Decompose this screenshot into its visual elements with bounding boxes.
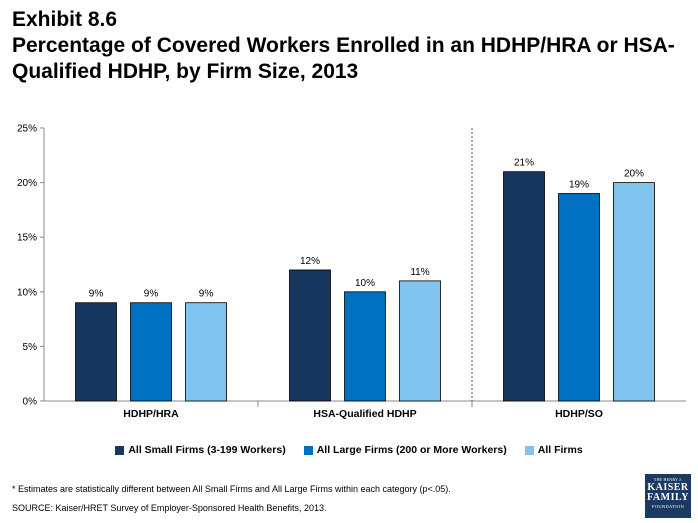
exhibit-label: Exhibit 8.6 (12, 8, 118, 31)
legend-item-all-firms: All Firms (524, 444, 583, 456)
logo-line-3: FAMILY (647, 492, 689, 503)
legend-label-large-firms: All Large Firms (200 or More Workers) (316, 444, 507, 456)
data-label: 9% (144, 289, 159, 300)
data-label: 10% (355, 278, 375, 289)
logo-line-2: KAISER (647, 482, 689, 493)
legend-label-all-firms: All Firms (537, 444, 583, 456)
legend: All Small Firms (3-199 Workers) All Larg… (0, 444, 698, 456)
legend-label-small-firms: All Small Firms (3-199 Workers) (128, 444, 286, 456)
y-tick-label: 25% (17, 124, 37, 135)
kff-logo: THE HENRY J. KAISER FAMILY FOUNDATION (645, 474, 691, 518)
data-label: 20% (624, 169, 644, 180)
y-tick-label: 5% (23, 342, 38, 353)
y-tick-label: 20% (17, 178, 37, 189)
data-label: 9% (199, 289, 214, 300)
bar-all-large-firms-200-or-more-workers-hdhp-so (558, 193, 600, 402)
legend-swatch-small-firms (115, 445, 125, 455)
x-category-label: HSA-Qualified HDHP (313, 408, 416, 420)
data-label: 11% (410, 267, 429, 278)
legend-item-small-firms: All Small Firms (3-199 Workers) (115, 444, 286, 456)
x-category-label: HDHP/SO (555, 408, 603, 420)
bar-all-small-firms-3-199-workers-hdhp-so (503, 171, 545, 402)
x-category-label: HDHP/HRA (123, 408, 179, 420)
y-tick-label: 0% (23, 397, 38, 408)
data-label: 21% (514, 158, 534, 169)
chart-title: Percentage of Covered Workers Enrolled i… (12, 34, 675, 83)
y-tick-label: 15% (17, 233, 37, 244)
data-label: 12% (300, 256, 320, 267)
source-note: SOURCE: Kaiser/HRET Survey of Employer-S… (12, 503, 327, 513)
y-tick-label: 10% (17, 287, 37, 298)
bar-all-firms-hdhp-hra (185, 302, 227, 402)
data-label: 19% (569, 180, 589, 191)
legend-swatch-large-firms (303, 445, 313, 455)
legend-swatch-all-firms (524, 445, 534, 455)
bar-all-small-firms-3-199-workers-hsa-qualified-hdhp (289, 269, 331, 402)
bar-all-firms-hsa-qualified-hdhp (399, 280, 441, 402)
bar-all-firms-hdhp-so (613, 182, 655, 402)
legend-item-large-firms: All Large Firms (200 or More Workers) (303, 444, 507, 456)
data-label: 9% (89, 289, 104, 300)
bar-all-small-firms-3-199-workers-hdhp-hra (75, 302, 117, 402)
bar-all-large-firms-200-or-more-workers-hsa-qualified-hdhp (344, 291, 386, 402)
bar-all-large-firms-200-or-more-workers-hdhp-hra (130, 302, 172, 402)
bar-chart: 0% 5% 10% 15% 20% 25% 9% 9% 9% HDHP/HRA 12% 10% 11% H… (17, 124, 686, 420)
title-block: Exhibit 8.6 Percentage of Covered Worker… (12, 6, 692, 85)
footnote: * Estimates are statistically different … (12, 484, 451, 494)
logo-line-4: FOUNDATION (652, 504, 684, 509)
logo-line-1: THE HENRY J. (653, 477, 683, 482)
